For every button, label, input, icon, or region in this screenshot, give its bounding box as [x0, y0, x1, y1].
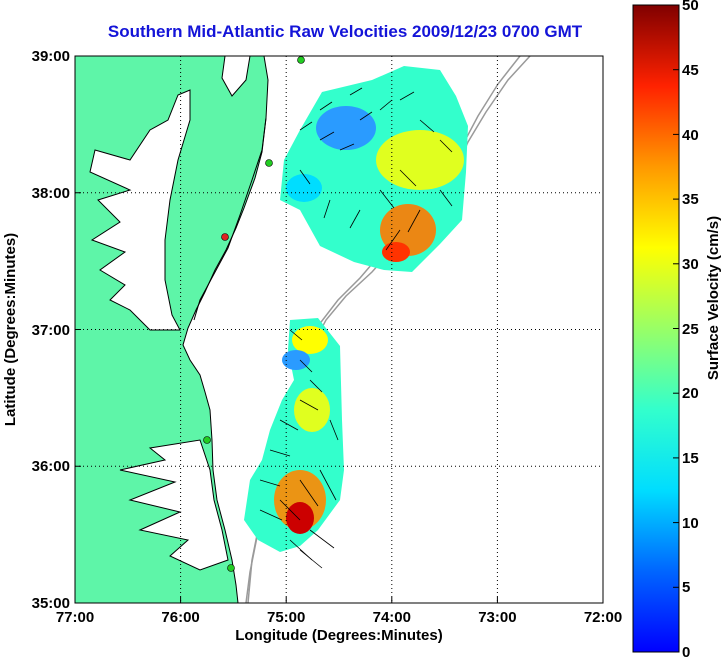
x-tick-label: 77:00 — [56, 609, 94, 626]
colorbar-tick-label: 5 — [682, 579, 690, 596]
y-axis-label: Latitude (Degrees:Minutes) — [2, 233, 19, 426]
y-tick-label: 36:00 — [32, 458, 70, 475]
x-axis-label: Longitude (Degrees:Minutes) — [235, 627, 443, 644]
station-marker — [203, 436, 211, 444]
colorbar-ticks — [673, 4, 679, 653]
colorbar-tick-labels: 50 45 40 35 30 25 20 15 10 5 0 — [682, 0, 699, 659]
y-tick-label: 35:00 — [32, 595, 70, 612]
station-marker — [265, 159, 273, 167]
colorbar-tick-label: 0 — [682, 644, 690, 659]
x-tick-label: 72:00 — [584, 609, 622, 626]
delaware-bay — [221, 56, 251, 97]
y-tick-labels: 39:00 38:00 37:00 36:00 35:00 — [32, 48, 70, 612]
station-marker — [221, 233, 229, 241]
station-marker — [297, 56, 305, 64]
x-tick-label: 76:00 — [161, 609, 199, 626]
pamlico-sound — [119, 439, 229, 571]
velocity-field-north — [280, 66, 468, 272]
x-tick-labels: 77:00 76:00 75:00 74:00 73:00 72:00 — [56, 609, 622, 626]
colorbar-tick-label: 15 — [682, 450, 699, 467]
y-tick-label: 38:00 — [32, 185, 70, 202]
colorbar-tick-label: 45 — [682, 62, 699, 79]
colorbar-tick-label: 35 — [682, 191, 699, 208]
map-title: Southern Mid-Atlantic Raw Velocities 200… — [107, 22, 583, 41]
x-tick-label: 75:00 — [267, 609, 305, 626]
y-tick-label: 37:00 — [32, 322, 70, 339]
tick-marks — [74, 55, 604, 604]
colorbar-tick-label: 50 — [682, 0, 699, 14]
x-tick-label: 74:00 — [373, 609, 411, 626]
colorbar-tick-label: 30 — [682, 256, 699, 273]
velocity-field-south — [244, 318, 344, 569]
colorbar-label: Surface Velocity (cm/s) — [705, 216, 722, 380]
colorbar-tick-label: 20 — [682, 385, 699, 402]
y-tick-label: 39:00 — [32, 48, 70, 65]
radar-stations — [203, 56, 305, 572]
colorbar-tick-label: 40 — [682, 127, 699, 144]
x-tick-label: 73:00 — [478, 609, 516, 626]
grid-lines — [75, 56, 603, 603]
colorbar-tick-label: 25 — [682, 321, 699, 338]
coastline — [193, 117, 267, 321]
colorbar-gradient — [632, 4, 680, 653]
station-marker — [227, 564, 235, 572]
colorbar-tick-label: 10 — [682, 515, 699, 532]
